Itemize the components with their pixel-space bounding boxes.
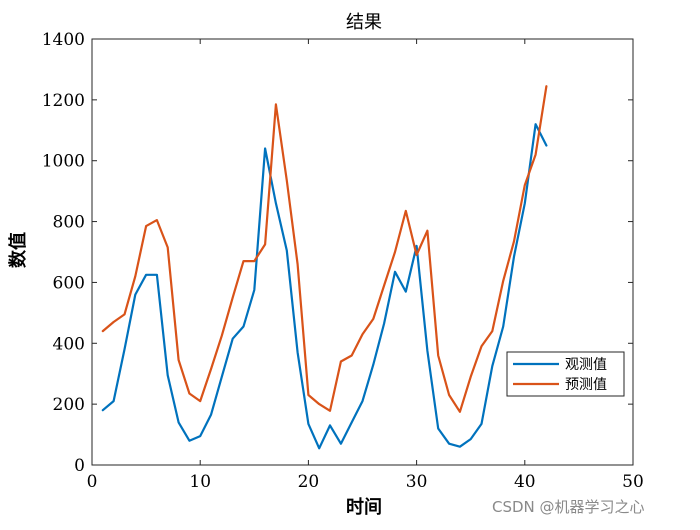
x-tick-label: 40 bbox=[514, 472, 536, 492]
y-tick-label: 1400 bbox=[42, 30, 85, 50]
watermark: CSDN @机器学习之心 bbox=[492, 498, 645, 516]
x-tick-label: 50 bbox=[622, 472, 644, 492]
chart-title: 结果 bbox=[346, 12, 382, 33]
y-tick-label: 800 bbox=[53, 213, 85, 233]
x-tick-label: 10 bbox=[189, 472, 211, 492]
x-tick-label: 20 bbox=[298, 472, 320, 492]
plot-frame bbox=[91, 38, 634, 466]
legend-label-1: 预测值 bbox=[565, 377, 607, 393]
x-tick-label: 0 bbox=[87, 472, 98, 492]
y-tick-label: 200 bbox=[53, 395, 85, 415]
legend-box bbox=[506, 351, 625, 397]
y-tick-label: 400 bbox=[53, 334, 85, 354]
plot-series bbox=[101, 85, 548, 450]
x-tick-label: 30 bbox=[406, 472, 428, 492]
y-tick-label: 0 bbox=[74, 456, 85, 476]
axes: 0 10 20 30 40 50 0 200 400 600 800 1000 1200 1400 bbox=[42, 30, 644, 492]
y-axis-title: 数值 bbox=[7, 232, 29, 268]
legend-label-0: 观测值 bbox=[565, 357, 607, 373]
y-tick-label: 1000 bbox=[42, 152, 85, 172]
y-tick-label: 600 bbox=[53, 273, 85, 293]
series-line-1 bbox=[101, 85, 548, 413]
series-line-0 bbox=[101, 123, 548, 450]
y-tick-label: 1200 bbox=[42, 91, 85, 111]
x-axis-title: 时间 bbox=[346, 497, 382, 518]
